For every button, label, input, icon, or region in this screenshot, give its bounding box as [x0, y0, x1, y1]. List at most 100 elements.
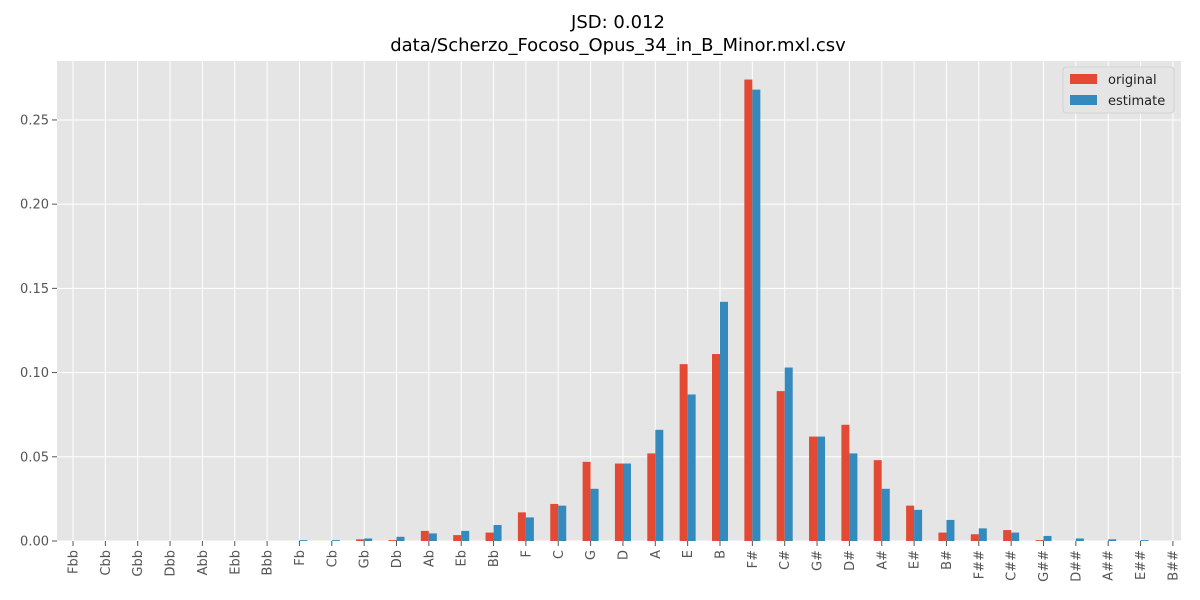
bar-estimate-C [558, 505, 567, 541]
x-tick-label-D: D [616, 550, 631, 560]
bar-estimate-D [622, 463, 631, 541]
y-tick-label-3: 0.15 [20, 282, 49, 297]
x-tick-label-B#: B# [940, 550, 955, 570]
legend-swatch-original [1070, 74, 1097, 84]
y-tick-label-2: 0.10 [20, 366, 49, 381]
bar-estimate-C## [1011, 532, 1020, 541]
bar-estimate-Db [396, 536, 405, 541]
bar-original-Db [388, 540, 397, 541]
x-tick-label-Ebb: Ebb [228, 550, 243, 575]
bar-estimate-E# [914, 509, 923, 541]
bar-original-Gb [356, 539, 365, 541]
chart-title: JSD: 0.012 [570, 12, 665, 33]
bar-estimate-D## [1075, 538, 1084, 541]
bar-original-E [679, 364, 688, 541]
x-tick-label-Bbb: Bbb [261, 550, 276, 575]
x-tick-label-C: C [552, 550, 567, 559]
bar-original-C# [776, 391, 785, 541]
x-tick-label-D##: D## [1069, 550, 1084, 582]
bar-original-A [647, 453, 656, 541]
bar-original-B# [938, 532, 947, 541]
bar-original-Ab [420, 530, 429, 541]
bar-original-B [712, 354, 720, 541]
bar-original-E# [906, 505, 915, 541]
x-tick-label-A##: A## [1102, 550, 1117, 581]
x-tick-label-D#: D# [843, 550, 858, 571]
x-tick-label-Fbb: Fbb [67, 550, 82, 574]
bar-original-D# [841, 424, 850, 541]
legend-label-estimate: estimate [1108, 94, 1165, 109]
bar-estimate-F [525, 517, 534, 541]
bar-estimate-B [720, 301, 728, 541]
y-tick-label-5: 0.25 [20, 113, 49, 128]
legend-label-original: original [1108, 73, 1157, 88]
y-tick-label-4: 0.20 [20, 198, 49, 213]
bar-original-G# [809, 436, 818, 541]
x-tick-label-G##: G## [1037, 550, 1052, 582]
x-tick-label-A#: A# [875, 550, 890, 570]
x-tick-label-E##: E## [1134, 550, 1149, 580]
x-tick-label-Bb: Bb [487, 550, 502, 567]
x-tick-label-B##: B## [1166, 550, 1181, 581]
bar-original-A# [873, 460, 882, 541]
bar-estimate-Bb [493, 525, 502, 541]
bar-original-Eb [453, 535, 462, 541]
bar-estimate-Gb [364, 538, 373, 541]
bar-estimate-Eb [461, 530, 470, 541]
bar-estimate-Fb [299, 540, 308, 541]
bar-original-F# [744, 79, 753, 542]
plot-area [57, 61, 1181, 541]
x-tick-label-E: E [681, 550, 696, 558]
bar-estimate-G [590, 488, 599, 541]
bar-estimate-D# [849, 453, 858, 541]
bar-original-C [550, 503, 559, 541]
y-tick-label-1: 0.05 [20, 450, 49, 465]
x-tick-label-E#: E# [908, 550, 923, 569]
bar-original-F## [970, 534, 979, 541]
bar-estimate-G## [1043, 535, 1052, 541]
bar-original-D [614, 463, 623, 541]
x-tick-label-C##: C## [1005, 550, 1020, 581]
bar-original-Bb [485, 532, 494, 541]
bar-estimate-Ab [428, 533, 437, 541]
bar-estimate-A## [1108, 539, 1117, 541]
x-tick-label-Gb: Gb [358, 550, 373, 568]
bar-original-C## [1003, 530, 1012, 541]
x-tick-label-G#: G# [811, 550, 826, 571]
x-tick-label-Gbb: Gbb [131, 550, 146, 577]
bar-estimate-B# [946, 519, 955, 541]
x-tick-label-Cbb: Cbb [99, 550, 114, 576]
x-tick-label-Db: Db [390, 550, 405, 568]
bar-estimate-F# [752, 89, 761, 541]
x-axis-ticks: Fbb Cbb Gbb Dbb Abb Ebb Bbb Fb Cb Gb Db Ab Eb Bb F C G D A… [67, 541, 1181, 582]
grid-lines [57, 61, 1181, 542]
x-tick-label-Ab: Ab [422, 550, 437, 567]
bar-estimate-E [687, 394, 696, 541]
x-tick-label-F#: F# [746, 550, 761, 568]
bar-original-F [517, 512, 526, 541]
legend-swatch-estimate [1070, 95, 1097, 105]
bar-estimate-F## [978, 528, 987, 541]
chart-subtitle: data/Scherzo_Focoso_Opus_34_in_B_Minor.m… [390, 35, 846, 56]
bar-original-G## [1035, 540, 1044, 541]
bar-estimate-Cb [331, 540, 340, 541]
bar-estimate-G# [817, 436, 826, 541]
bar-estimate-A [655, 429, 664, 541]
x-tick-label-G: G [584, 550, 599, 560]
bar-original-G [582, 461, 591, 541]
x-tick-label-Dbb: Dbb [164, 550, 179, 577]
x-tick-label-Cb: Cb [325, 550, 340, 567]
y-tick-label-0: 0.00 [20, 535, 49, 550]
bar-estimate-C# [784, 367, 793, 541]
x-tick-label-C#: C# [778, 550, 793, 570]
x-tick-label-F: F [519, 550, 534, 557]
y-axis-ticks: 0.00 0.05 0.10 0.15 0.20 0.25 [20, 113, 57, 550]
x-tick-label-Fb: Fb [293, 550, 308, 566]
x-tick-label-F##: F## [972, 550, 987, 579]
x-tick-label-Eb: Eb [455, 550, 470, 566]
bars [299, 79, 1149, 542]
legend: original estimate [1062, 66, 1175, 114]
x-tick-label-Abb: Abb [196, 550, 211, 575]
bar-estimate-E## [1140, 540, 1149, 541]
